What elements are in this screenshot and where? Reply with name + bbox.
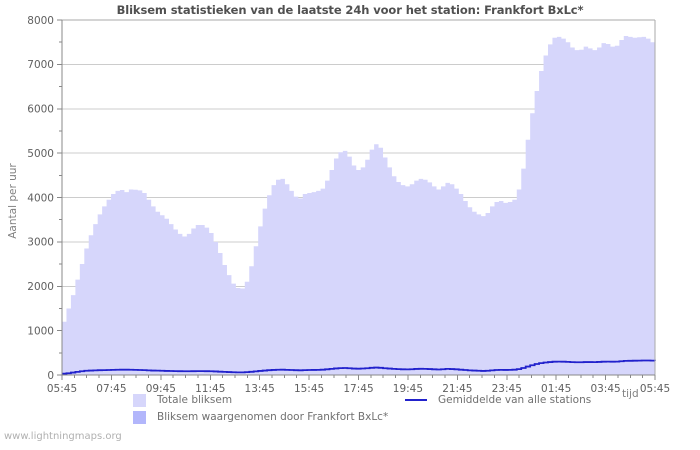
x-tick-label: 11:45 [195,383,225,395]
x-tick-label: 23:45 [492,383,522,395]
x-tick-label: 17:45 [343,383,373,395]
y-tick-label: 8000 [27,15,54,27]
y-tick-label: 5000 [27,148,54,160]
legend-item-average[interactable]: Gemiddelde van alle stations [405,392,591,408]
y-tick-label: 1000 [27,325,54,337]
y-tick-label: 7000 [27,59,54,71]
x-tick-label: 01:45 [541,383,571,395]
x-tick-label: 03:45 [590,383,620,395]
chart-title: Bliksem statistieken van de laatste 24h … [116,3,584,17]
x-tick-label: 07:45 [96,383,126,395]
legend-item-total[interactable]: Totale bliksem [133,392,232,408]
x-tick-label: 05:45 [47,383,77,395]
x-tick-label: 19:45 [393,383,423,395]
footer-watermark: www.lightningmaps.org [4,431,122,442]
y-tick-label: 0 [47,370,54,382]
x-tick-label: 05:45 [640,383,670,395]
x-tick-label: 15:45 [294,383,324,395]
legend-label-station: Bliksem waargenomen door Frankfort BxLc* [157,411,389,423]
legend-line-average [405,399,427,401]
chart-legend: Totale bliksem Bliksem waargenomen door … [0,392,700,428]
x-tick-label: 21:45 [442,383,472,395]
legend-swatch-total [133,393,146,407]
y-tick-label: 2000 [27,281,54,293]
y-tick-label: 6000 [27,104,54,116]
y-tick-label: 4000 [27,192,54,204]
x-tick-label: 09:45 [146,383,176,395]
legend-swatch-station [133,410,146,424]
legend-label-average: Gemiddelde van alle stations [438,394,592,406]
legend-label-total: Totale bliksem [157,394,233,406]
legend-item-station[interactable]: Bliksem waargenomen door Frankfort BxLc* [133,409,388,425]
y-tick-label: 3000 [27,237,54,249]
x-axis-title: tijd [622,388,639,400]
x-tick-label: 13:45 [245,383,275,395]
